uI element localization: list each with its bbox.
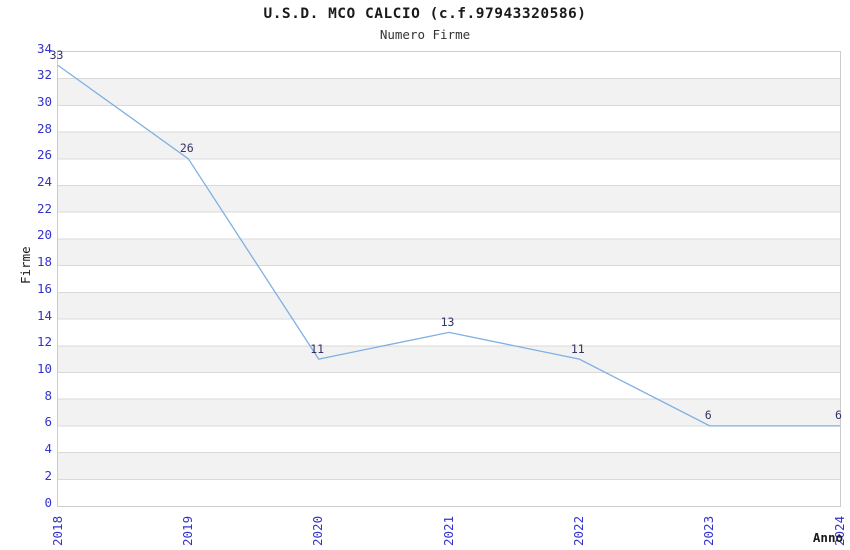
x-tick-label: 2019	[179, 515, 195, 546]
x-tick-label: 2021	[440, 515, 456, 546]
background-band	[58, 479, 840, 506]
y-tick-label: 30	[36, 93, 52, 109]
x-axis-title: Anno	[812, 530, 843, 545]
background-band	[58, 265, 840, 293]
background-band	[58, 132, 840, 160]
y-tick-label: 34	[36, 40, 52, 56]
background-band	[58, 399, 840, 427]
background-band	[58, 185, 840, 213]
background-band	[58, 78, 840, 106]
background-band	[58, 452, 840, 480]
data-point-label: 26	[179, 141, 194, 156]
data-point-label: 6	[835, 408, 842, 423]
y-tick-label: 24	[36, 174, 52, 189]
y-tick-label: 22	[36, 200, 52, 216]
plot-area: 33 26 11 13 11 6 6	[50, 49, 842, 507]
y-tick-label: 4	[44, 441, 52, 457]
background-band	[58, 425, 840, 454]
y-tick-label: 2	[44, 467, 52, 483]
y-tick-label: 28	[36, 120, 52, 136]
y-tick-label: 18	[36, 254, 52, 270]
background-band	[58, 158, 840, 187]
data-point-label: 11	[310, 341, 325, 356]
chart-subtitle: Numero Firme	[379, 27, 471, 42]
data-point-label: 13	[440, 314, 455, 329]
background-band	[58, 292, 840, 320]
background-band	[58, 372, 840, 400]
data-point-label: 11	[570, 341, 585, 356]
background-band	[58, 212, 840, 240]
line-chart-svg	[58, 52, 840, 506]
x-tick-label: 2020	[310, 515, 326, 546]
y-tick-label: 16	[36, 280, 52, 296]
background-band	[58, 345, 840, 373]
y-tick-label: 0	[44, 494, 52, 510]
y-tick-label: 14	[36, 307, 52, 323]
y-tick-label: 20	[36, 227, 52, 243]
y-tick-label: 10	[36, 361, 52, 376]
y-tick-label: 6	[44, 414, 52, 430]
background-band	[58, 238, 840, 267]
x-tick-label: 2022	[570, 515, 586, 546]
y-tick-label: 26	[36, 147, 52, 163]
background-band	[58, 52, 840, 80]
data-point-label: 6	[704, 408, 712, 423]
background-band	[58, 105, 840, 133]
x-tick-label: 2018	[49, 515, 65, 546]
y-tick-label: 12	[36, 334, 52, 350]
firme-line-series	[58, 64, 840, 427]
data-point-label: 33	[49, 47, 64, 62]
data-labels-layer: 33 26 11 13 11 6 6	[50, 49, 842, 506]
y-tick-label: 8	[44, 387, 52, 403]
x-tick-label: 2023	[701, 515, 717, 546]
chart-title: U.S.D. MCO CALCIO (c.f.97943320586)	[263, 6, 587, 22]
y-tick-label: 32	[36, 67, 52, 83]
